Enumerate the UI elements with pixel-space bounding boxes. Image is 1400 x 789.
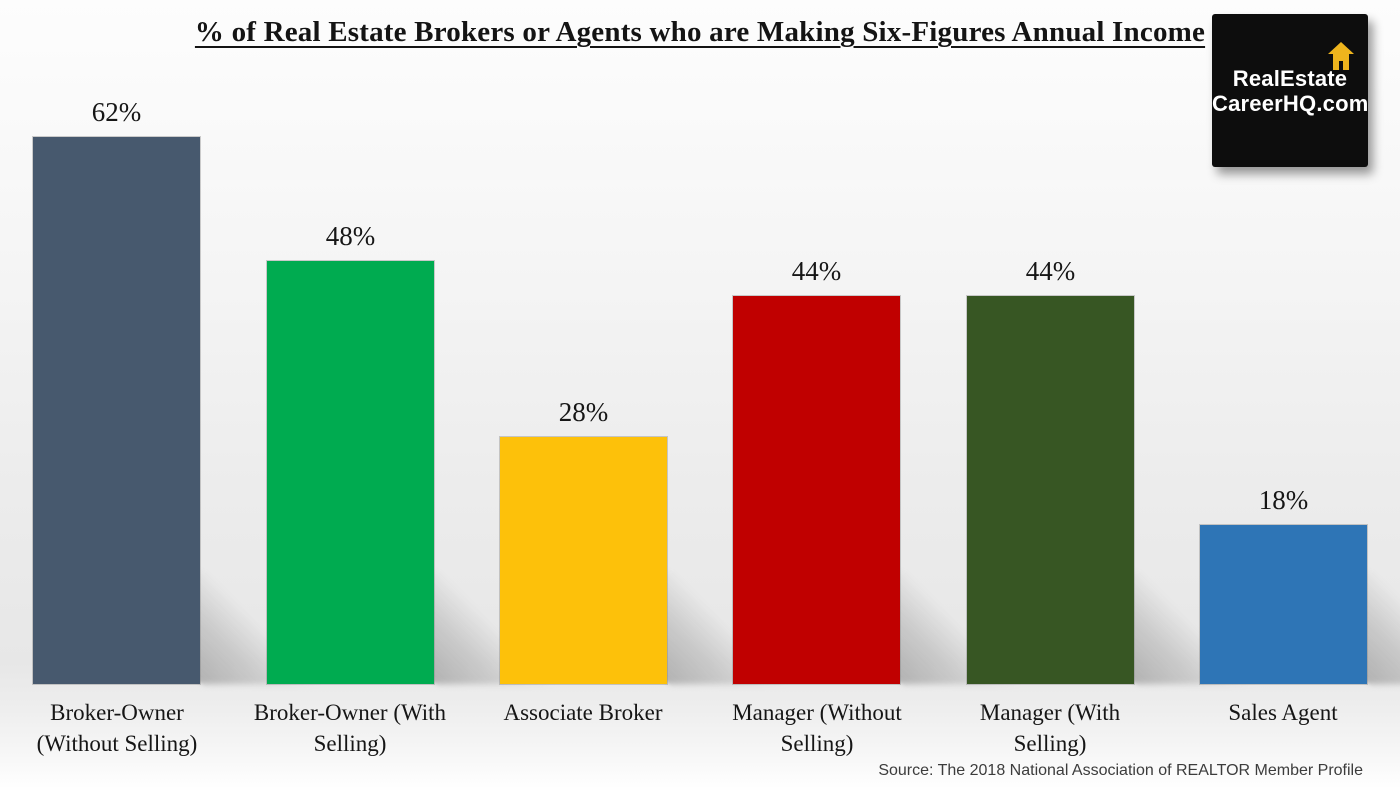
source-note: Source: The 2018 National Association of… <box>878 762 1363 779</box>
logo-text-line2: CareerHQ.com <box>1212 91 1369 117</box>
category-labels: Broker-Owner (Without Selling) Broker-Owne… <box>0 698 1400 768</box>
house-icon <box>1328 42 1354 70</box>
bar-value-label: 62% <box>91 97 142 127</box>
category-label: Broker-Owner (Without Selling) <box>36 700 198 756</box>
bar-value-label: 44% <box>1025 256 1076 286</box>
bar-value-label: 44% <box>791 256 842 286</box>
bar-manager-without-selling <box>732 295 901 685</box>
logo-text: RealEstate CareerHQ.com <box>1212 66 1368 117</box>
bar-value-label: 18% <box>1258 485 1309 515</box>
category-label: Sales Agent <box>1228 700 1338 725</box>
category-label: Broker-Owner (With Selling) <box>253 700 447 756</box>
bar-associate-broker <box>499 436 668 685</box>
bar-manager-with-selling <box>966 295 1135 685</box>
plot-area: 62% 48% 28% 44% 44% 18% <box>32 97 1400 685</box>
bar-sales-agent <box>1199 524 1368 685</box>
logo-text-line1: RealEstate <box>1232 66 1348 91</box>
category-label: Manager (Without Selling) <box>732 700 902 756</box>
logo-realestatecareerhq: RealEstate CareerHQ.com <box>1212 14 1368 167</box>
category-label: Associate Broker <box>503 700 663 725</box>
bar-value-label: 28% <box>558 397 609 427</box>
bar-broker-owner-without-selling <box>32 136 201 685</box>
category-label: Manager (With Selling) <box>979 700 1121 756</box>
bar-value-label: 48% <box>325 221 376 251</box>
bar-broker-owner-with-selling <box>266 260 435 685</box>
chart-title: % of Real Estate Brokers or Agents who a… <box>194 16 1206 48</box>
